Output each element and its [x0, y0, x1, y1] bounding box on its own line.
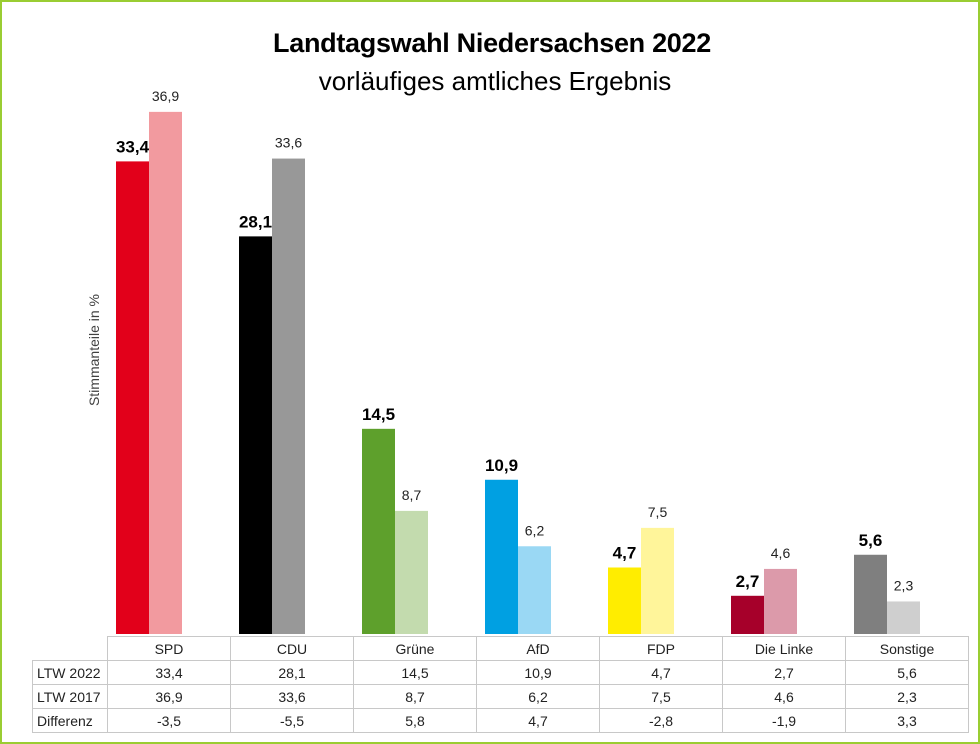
- table-corner: [33, 637, 108, 661]
- table-cell: 5,8: [353, 708, 477, 733]
- bar-2017-afd: [518, 546, 551, 634]
- chart-title: Landtagswahl Niedersachsen 2022: [273, 28, 711, 58]
- table-cell: 33,4: [107, 660, 231, 685]
- table-cell: 7,5: [599, 684, 723, 709]
- category-tick-label: CDU: [230, 636, 354, 661]
- data-label-2022-die-linke: 2,7: [736, 572, 760, 591]
- table-cell: 10,9: [476, 660, 600, 685]
- category-tick-label: FDP: [599, 636, 723, 661]
- category-tick-label: Grüne: [353, 636, 477, 661]
- table-cell: -5,5: [230, 708, 354, 733]
- table-row: LTW 2022 33,4 28,1 14,5 10,9 4,7 2,7 5,6: [32, 660, 969, 685]
- table-cell: 33,6: [230, 684, 354, 709]
- table-cell: -1,9: [722, 708, 846, 733]
- table-cell: 5,6: [845, 660, 969, 685]
- data-label-2022-cdu: 28,1: [239, 212, 272, 231]
- data-label-2017-cdu: 33,6: [275, 135, 302, 151]
- category-tick-label: Die Linke: [722, 636, 846, 661]
- bar-2022-fdp: [608, 567, 641, 634]
- bar-2017-die-linke: [764, 568, 797, 634]
- data-label-2017-afd: 6,2: [525, 522, 545, 538]
- table-row: LTW 2017 36,9 33,6 8,7 6,2 7,5 4,6 2,3: [32, 684, 969, 709]
- bar-2017-sonstige: [887, 601, 920, 634]
- data-label-2022-sonstige: 5,6: [859, 531, 883, 550]
- table-cell: -2,8: [599, 708, 723, 733]
- bar-2022-afd: [485, 479, 518, 634]
- table-cell: 4,7: [476, 708, 600, 733]
- data-label-2017-grüne: 8,7: [402, 487, 422, 503]
- bar-2017-fdp: [641, 527, 674, 634]
- chart-subtitle: vorläufiges amtliches Ergebnis: [318, 66, 672, 96]
- table-cell: 2,7: [722, 660, 846, 685]
- table-cell: 4,7: [599, 660, 723, 685]
- data-label-2022-grüne: 14,5: [362, 405, 395, 424]
- data-label-2022-afd: 10,9: [485, 456, 518, 475]
- data-label-2017-fdp: 7,5: [648, 504, 668, 520]
- bar-2017-spd: [149, 111, 182, 635]
- data-label-2017-sonstige: 2,3: [894, 577, 914, 593]
- category-tick-label: SPD: [107, 636, 231, 661]
- table-cell: 8,7: [353, 684, 477, 709]
- table-cell: 4,6: [722, 684, 846, 709]
- data-label-2022-spd: 33,4: [116, 137, 150, 156]
- bar-2017-cdu: [272, 158, 305, 634]
- table-row-label: LTW 2022: [32, 660, 108, 685]
- table-cell: 6,2: [476, 684, 600, 709]
- table-row: Differenz -3,5 -5,5 5,8 4,7 -2,8 -1,9 3,3: [32, 708, 969, 733]
- bar-2022-cdu: [239, 236, 272, 634]
- table-cell: -3,5: [107, 708, 231, 733]
- bar-2022-grüne: [362, 428, 395, 634]
- table-header-row: SPD CDU Grüne AfD FDP Die Linke Sonstige: [33, 636, 969, 661]
- table-row-label: Differenz: [32, 708, 108, 733]
- table-cell: 3,3: [845, 708, 969, 733]
- category-tick-label: AfD: [476, 636, 600, 661]
- table-cell: 36,9: [107, 684, 231, 709]
- data-label-2017-spd: 36,9: [152, 88, 179, 104]
- table-row-label: LTW 2017: [32, 684, 108, 709]
- bar-2022-sonstige: [854, 554, 887, 634]
- bar-2022-spd: [116, 161, 149, 634]
- table-cell: 2,3: [845, 684, 969, 709]
- category-tick-label: Sonstige: [845, 636, 969, 661]
- table-cell: 28,1: [230, 660, 354, 685]
- data-label-2017-die-linke: 4,6: [771, 545, 791, 561]
- data-label-2022-fdp: 4,7: [613, 543, 637, 562]
- table-cell: 14,5: [353, 660, 477, 685]
- bar-2017-grüne: [395, 510, 428, 634]
- bar-2022-die-linke: [731, 595, 764, 634]
- data-table: SPD CDU Grüne AfD FDP Die Linke Sonstige LTW 20…: [32, 636, 969, 733]
